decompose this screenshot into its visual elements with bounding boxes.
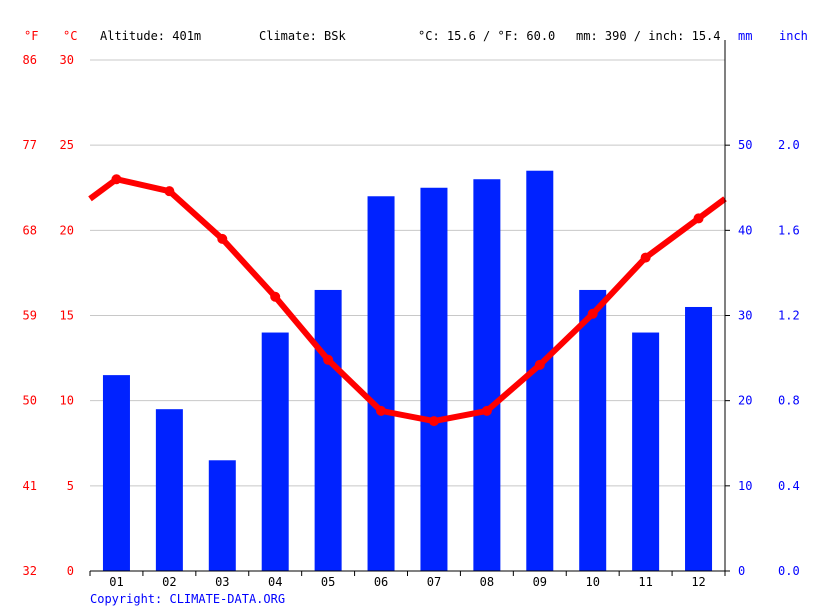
celsius-tick-label: 0 bbox=[67, 564, 74, 578]
month-label: 11 bbox=[638, 575, 652, 589]
temperature-point bbox=[693, 213, 704, 224]
celsius-tick-label: 20 bbox=[60, 223, 74, 237]
celsius-tick-label: 10 bbox=[60, 394, 74, 408]
precipitation-bar bbox=[261, 332, 289, 571]
fahrenheit-unit-label: °F bbox=[24, 29, 38, 43]
celsius-tick-label: 25 bbox=[60, 138, 74, 152]
inch-tick-label: 0.0 bbox=[778, 564, 800, 578]
month-label: 08 bbox=[480, 575, 494, 589]
axes bbox=[89, 40, 730, 576]
gridlines bbox=[90, 59, 725, 487]
precipitation-bar bbox=[208, 460, 236, 571]
copyright-text: Copyright: CLIMATE-DATA.ORG bbox=[90, 592, 286, 606]
inch-tick-label: 1.6 bbox=[778, 223, 800, 237]
altitude-label: Altitude: 401m bbox=[100, 29, 201, 43]
fahrenheit-tick-label: 59 bbox=[23, 309, 37, 323]
inch-unit-label: inch bbox=[779, 29, 808, 43]
month-label: 04 bbox=[268, 575, 282, 589]
precipitation-bar bbox=[579, 289, 607, 571]
mm-tick-label: 30 bbox=[738, 309, 752, 323]
fahrenheit-tick-label: 50 bbox=[23, 394, 37, 408]
temperature-point bbox=[376, 405, 387, 416]
climate-label: Climate: BSk bbox=[259, 29, 346, 43]
inch-tick-label: 2.0 bbox=[778, 138, 800, 152]
mm-unit-label: mm bbox=[738, 29, 752, 43]
temperature-point bbox=[164, 186, 175, 197]
temperature-curve bbox=[88, 176, 727, 425]
axis-labels: 0 32 5 41 10 50 15 59 20 68 25 77 30 86 0 0.0 10 0.4 20 0.8… bbox=[23, 53, 800, 589]
fahrenheit-tick-label: 68 bbox=[23, 223, 37, 237]
fahrenheit-tick-label: 32 bbox=[23, 564, 37, 578]
month-label: 01 bbox=[109, 575, 123, 589]
month-label: 03 bbox=[215, 575, 229, 589]
temperature-point bbox=[323, 354, 334, 365]
month-label: 07 bbox=[427, 575, 441, 589]
month-label: 12 bbox=[691, 575, 705, 589]
temperature-point bbox=[587, 308, 598, 319]
precipitation-bar bbox=[314, 289, 342, 571]
temperature-point bbox=[217, 233, 228, 244]
temperature-point bbox=[534, 359, 545, 370]
month-label: 10 bbox=[585, 575, 599, 589]
precipitation-bar bbox=[155, 409, 183, 571]
celsius-tick-label: 30 bbox=[60, 53, 74, 67]
precipitation-bar bbox=[632, 332, 660, 571]
month-label: 06 bbox=[374, 575, 388, 589]
celsius-tick-label: 5 bbox=[67, 479, 74, 493]
month-label: 02 bbox=[162, 575, 176, 589]
mm-tick-label: 0 bbox=[738, 564, 745, 578]
temperature-point bbox=[111, 174, 122, 185]
temperature-summary: °C: 15.6 / °F: 60.0 bbox=[418, 29, 555, 43]
celsius-unit-label: °C bbox=[63, 29, 77, 43]
temperature-line bbox=[88, 174, 727, 427]
fahrenheit-tick-label: 86 bbox=[23, 53, 37, 67]
precipitation-bar bbox=[420, 187, 448, 571]
temperature-point bbox=[481, 405, 492, 416]
inch-tick-label: 0.4 bbox=[778, 479, 800, 493]
mm-tick-label: 50 bbox=[738, 138, 752, 152]
fahrenheit-tick-label: 41 bbox=[23, 479, 37, 493]
celsius-tick-label: 15 bbox=[60, 309, 74, 323]
month-label: 05 bbox=[321, 575, 335, 589]
fahrenheit-tick-label: 77 bbox=[23, 138, 37, 152]
precipitation-bar bbox=[473, 179, 501, 571]
precipitation-bar bbox=[685, 306, 713, 571]
month-label: 09 bbox=[533, 575, 547, 589]
mm-tick-label: 10 bbox=[738, 479, 752, 493]
mm-tick-label: 40 bbox=[738, 223, 752, 237]
precipitation-bar bbox=[102, 375, 130, 571]
precipitation-summary: mm: 390 / inch: 15.4 bbox=[576, 29, 721, 43]
temperature-point bbox=[270, 291, 281, 302]
inch-tick-label: 0.8 bbox=[778, 394, 800, 408]
temperature-point bbox=[640, 252, 651, 263]
mm-tick-label: 20 bbox=[738, 394, 752, 408]
temperature-point bbox=[428, 416, 439, 427]
inch-tick-label: 1.2 bbox=[778, 309, 800, 323]
precipitation-bar bbox=[367, 196, 395, 571]
